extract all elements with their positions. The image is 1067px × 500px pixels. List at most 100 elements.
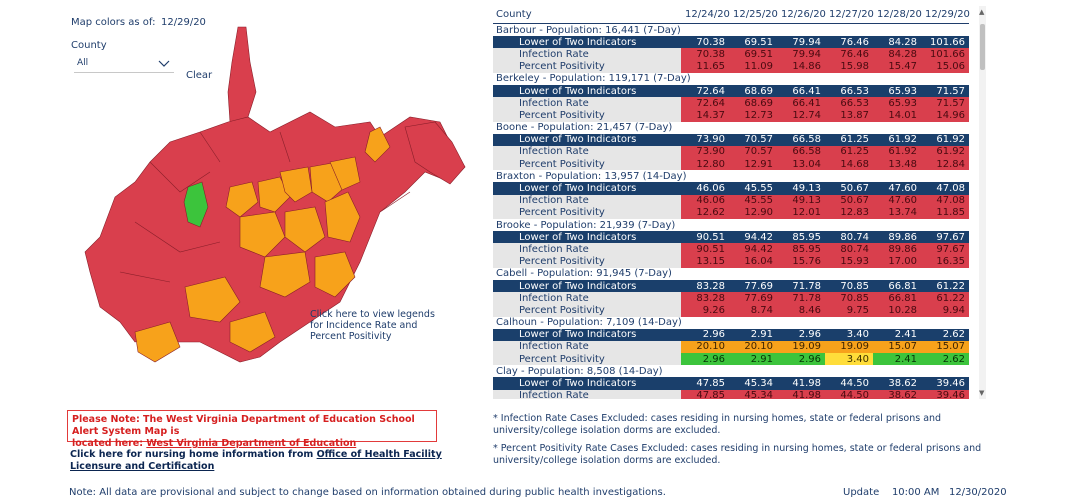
row-label: Lower of Two Indicators bbox=[493, 279, 681, 293]
row-label: Infection Rate bbox=[493, 389, 681, 399]
table-cell: 90.51 bbox=[681, 231, 729, 244]
column-header-date[interactable]: 12/25/20 bbox=[729, 6, 778, 24]
health-facility-link[interactable]: Office of Health Facility Licensure and … bbox=[70, 449, 442, 472]
table-cell: 46.06 bbox=[681, 182, 729, 195]
table-cell: 19.09 bbox=[825, 340, 873, 354]
table-cell: 38.62 bbox=[873, 377, 921, 390]
table-cell: 71.78 bbox=[777, 279, 825, 293]
county-group-row[interactable]: Clay - Population: 8,508 (14-Day) bbox=[493, 365, 969, 377]
update-timestamp: Update 10:00 AM 12/30/2020 bbox=[843, 487, 1007, 498]
table-cell: 47.60 bbox=[873, 194, 921, 207]
table-cell: 41.98 bbox=[777, 377, 825, 390]
table-cell: 39.46 bbox=[921, 389, 969, 399]
table-cell: 80.74 bbox=[825, 231, 873, 244]
county-group-row[interactable]: Cabell - Population: 91,945 (7-Day) bbox=[493, 268, 969, 280]
table-cell: 44.50 bbox=[825, 389, 873, 399]
county-group-row[interactable]: Barbour - Population: 16,441 (7-Day) bbox=[493, 24, 969, 37]
county-group-row[interactable]: Braxton - Population: 13,957 (14-Day) bbox=[493, 170, 969, 182]
update-date: 12/30/2020 bbox=[948, 487, 1007, 498]
table-cell: 70.38 bbox=[681, 36, 729, 49]
table-cell: 13.15 bbox=[681, 255, 729, 268]
row-label: Infection Rate bbox=[493, 97, 681, 110]
table-cell: 76.46 bbox=[825, 48, 873, 61]
table-cell: 11.85 bbox=[921, 206, 969, 219]
table-cell: 66.53 bbox=[825, 84, 873, 98]
lower-indicator-row: Lower of Two Indicators 2.96 2.91 2.96 3.40 2… bbox=[493, 328, 969, 341]
table-cell: 72.64 bbox=[681, 97, 729, 110]
county-select[interactable]: All bbox=[74, 56, 174, 73]
table-scrollbar[interactable] bbox=[979, 6, 986, 399]
county-filter-label: County bbox=[71, 40, 107, 51]
county-group-row[interactable]: Brooke - Population: 21,939 (7-Day) bbox=[493, 219, 969, 231]
column-header-date[interactable]: 12/26/20 bbox=[777, 6, 826, 24]
table-cell: 15.06 bbox=[921, 60, 969, 73]
table-cell: 49.13 bbox=[777, 194, 825, 207]
table-cell: 2.96 bbox=[777, 353, 825, 366]
table-cell: 68.69 bbox=[729, 97, 777, 110]
table-cell: 10.28 bbox=[873, 304, 921, 317]
table-cell: 47.85 bbox=[681, 377, 729, 390]
table-cell: 12.84 bbox=[921, 158, 969, 171]
lower-indicator-row: Lower of Two Indicators 73.90 70.57 66.58 61… bbox=[493, 133, 969, 146]
wv-education-link[interactable]: West Virginia Department of Education bbox=[146, 438, 357, 449]
infection-rate-footnote: * Infection Rate Cases Excluded: cases r… bbox=[493, 413, 942, 436]
clear-button[interactable]: Clear bbox=[186, 70, 213, 81]
percent-positivity-row: Percent Positivity 2.96 2.91 2.96 3.40 2.41 2.… bbox=[493, 353, 969, 366]
table-cell: 66.81 bbox=[873, 279, 921, 293]
row-label: Percent Positivity bbox=[493, 304, 681, 317]
table-cell: 61.22 bbox=[921, 279, 969, 293]
scroll-down-icon[interactable]: ▼ bbox=[979, 389, 985, 397]
row-label: Percent Positivity bbox=[493, 60, 681, 73]
table-cell: 83.28 bbox=[681, 292, 729, 305]
table-cell: 3.40 bbox=[825, 353, 873, 366]
table-cell: 70.38 bbox=[681, 48, 729, 61]
table-cell: 70.57 bbox=[729, 133, 777, 146]
notice-line2-prefix: located here: bbox=[72, 438, 147, 449]
table-cell: 14.96 bbox=[921, 109, 969, 122]
table-cell: 94.42 bbox=[729, 231, 777, 244]
column-header-date[interactable]: 12/29/20 bbox=[921, 6, 970, 24]
table-cell: 101.66 bbox=[921, 48, 969, 61]
scroll-up-icon[interactable]: ▲ bbox=[979, 8, 985, 16]
legend-link[interactable]: Click here to view legends for Incidence… bbox=[310, 309, 435, 342]
lower-indicator-row: Lower of Two Indicators 47.85 45.34 41.98 44… bbox=[493, 377, 969, 390]
table-cell: 65.93 bbox=[873, 97, 921, 110]
table-cell: 50.67 bbox=[825, 194, 873, 207]
column-header-county[interactable]: County bbox=[493, 6, 681, 24]
table-cell: 73.90 bbox=[681, 145, 729, 159]
county-map[interactable] bbox=[80, 22, 470, 372]
row-label: Lower of Two Indicators bbox=[493, 231, 681, 244]
map-colors-label: Map colors as of: bbox=[71, 17, 156, 28]
table-cell: 84.28 bbox=[873, 36, 921, 49]
nursing-home-info: Click here for nursing home information … bbox=[70, 449, 450, 473]
table-cell: 14.01 bbox=[873, 109, 921, 122]
row-label: Lower of Two Indicators bbox=[493, 182, 681, 195]
infection-rate-row: Infection Rate 46.06 45.55 49.13 50.67 47.60 4… bbox=[493, 194, 969, 207]
table-cell: 2.91 bbox=[729, 328, 777, 341]
table-cell: 39.46 bbox=[921, 377, 969, 390]
table-cell: 15.07 bbox=[873, 340, 921, 354]
row-label: Percent Positivity bbox=[493, 158, 681, 171]
table-cell: 84.28 bbox=[873, 48, 921, 61]
table-cell: 16.04 bbox=[729, 255, 777, 268]
column-header-date[interactable]: 12/27/20 bbox=[825, 6, 874, 24]
county-group-row[interactable]: Calhoun - Population: 7,109 (14-Day) bbox=[493, 317, 969, 329]
table-cell: 2.62 bbox=[921, 328, 969, 341]
table-cell: 61.22 bbox=[921, 292, 969, 305]
column-header-date[interactable]: 12/24/20 bbox=[681, 6, 730, 24]
scrollbar-thumb[interactable] bbox=[980, 24, 985, 70]
table-cell: 68.69 bbox=[729, 84, 777, 98]
row-label: Lower of Two Indicators bbox=[493, 377, 681, 390]
table-cell: 20.10 bbox=[681, 340, 729, 354]
table-cell: 16.35 bbox=[921, 255, 969, 268]
school-alert-notice: Please Note: The West Virginia Departmen… bbox=[67, 410, 437, 449]
county-group-row[interactable]: Berkeley - Population: 119,171 (7-Day) bbox=[493, 73, 969, 85]
county-group-row[interactable]: Boone - Population: 21,457 (7-Day) bbox=[493, 122, 969, 134]
table-cell: 97.67 bbox=[921, 231, 969, 244]
percent-positivity-row: Percent Positivity 13.15 16.04 15.76 15.93 17… bbox=[493, 255, 969, 268]
county-group-title: Boone - Population: 21,457 (7-Day) bbox=[496, 122, 673, 134]
map-colors-date: 12/29/20 bbox=[161, 17, 206, 28]
column-header-date[interactable]: 12/28/20 bbox=[873, 6, 922, 24]
table-cell: 72.64 bbox=[681, 84, 729, 98]
table-cell: 61.92 bbox=[873, 133, 921, 146]
